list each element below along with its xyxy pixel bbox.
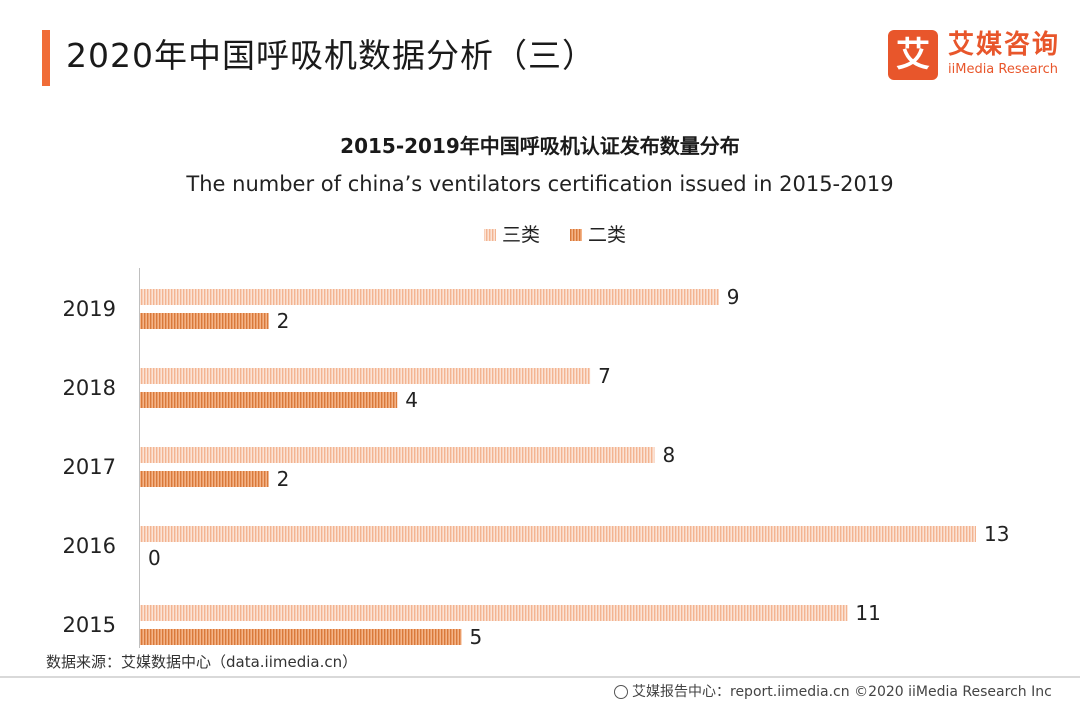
y-tick-label: 2017 bbox=[63, 455, 116, 479]
data-label: 7 bbox=[598, 364, 611, 388]
copyright-line: 艾媒报告中心：report.iimedia.cn ©2020 iiMedia R… bbox=[614, 681, 1052, 701]
data-label: 2 bbox=[277, 467, 290, 491]
page-title: 2020年中国呼吸机数据分析（三） bbox=[66, 36, 596, 75]
legend-label: 二类 bbox=[588, 224, 626, 246]
bar-class2-2019 bbox=[140, 313, 269, 329]
data-label: 0 bbox=[148, 546, 161, 570]
bar-class2-2015 bbox=[140, 629, 462, 645]
footer-divider bbox=[0, 676, 1080, 678]
chart-title: 2015-2019年中国呼吸机认证发布数量分布 bbox=[340, 134, 740, 158]
data-label: 9 bbox=[727, 285, 740, 309]
data-label: 11 bbox=[855, 601, 880, 625]
iimedia-logo: 艾 艾媒咨询 iiMedia Research bbox=[888, 30, 1068, 82]
bar-class2-2017 bbox=[140, 471, 269, 487]
logo-en-text: iiMedia Research bbox=[948, 62, 1059, 77]
bar-class3-2017 bbox=[140, 447, 655, 463]
data-label: 4 bbox=[405, 388, 418, 412]
legend-swatch-class3 bbox=[484, 229, 496, 241]
bar-class3-2015 bbox=[140, 605, 848, 621]
title-accent-bar bbox=[42, 30, 50, 86]
logo-cn-text: 艾媒咨询 bbox=[948, 30, 1061, 60]
y-tick-label: 2019 bbox=[63, 297, 116, 321]
bar-class3-2018 bbox=[140, 368, 591, 384]
y-tick-label: 2018 bbox=[63, 376, 116, 400]
bar-class3-2016 bbox=[140, 526, 976, 542]
data-label: 5 bbox=[470, 625, 483, 649]
globe-icon bbox=[614, 685, 628, 699]
legend-swatch-class2 bbox=[570, 229, 582, 241]
bar-class3-2019 bbox=[140, 289, 719, 305]
data-label: 8 bbox=[662, 443, 675, 467]
logo-mark-icon: 艾 bbox=[888, 30, 938, 80]
y-tick-label: 2015 bbox=[63, 613, 116, 637]
data-source: 数据来源：艾媒数据中心（data.iimedia.cn） bbox=[46, 653, 358, 671]
copyright-text: 艾媒报告中心：report.iimedia.cn ©2020 iiMedia R… bbox=[632, 684, 1052, 700]
y-tick-label: 2016 bbox=[63, 534, 116, 558]
data-label: 13 bbox=[984, 522, 1009, 546]
legend-label: 三类 bbox=[502, 224, 540, 246]
chart-legend: 三类 二类 bbox=[484, 224, 626, 246]
data-label: 2 bbox=[277, 309, 290, 333]
bar-class2-2018 bbox=[140, 392, 398, 408]
chart-subtitle: The number of china’s ventilators certif… bbox=[186, 172, 894, 196]
